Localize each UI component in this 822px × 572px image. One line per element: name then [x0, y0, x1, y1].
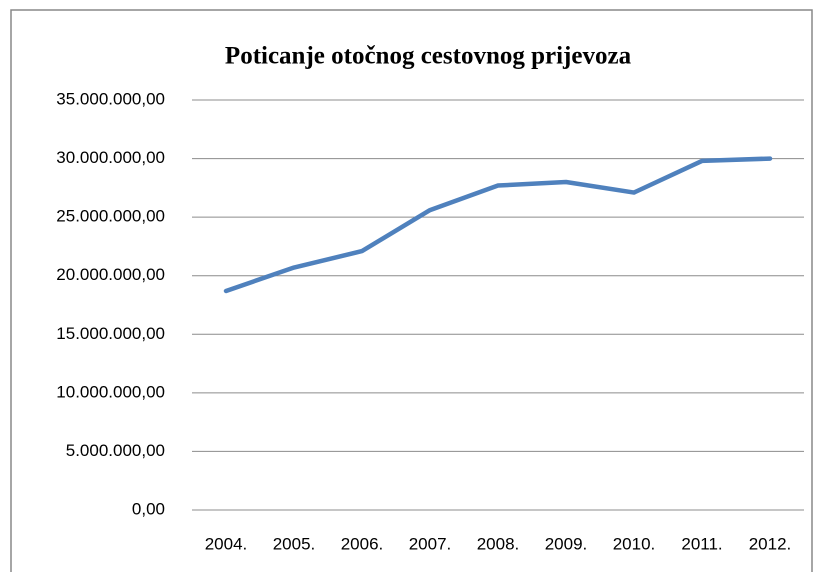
x-tick-label: 2011. [681, 534, 722, 553]
x-tick-label: 2008. [477, 534, 520, 553]
y-tick-label: 15.000.000,00 [56, 324, 165, 343]
y-tick-label: 35.000.000,00 [56, 89, 165, 108]
y-tick-label: 20.000.000,00 [56, 265, 165, 284]
x-tick-label: 2004. [205, 534, 248, 553]
x-tick-label: 2012. [749, 534, 792, 553]
x-tick-label: 2009. [545, 534, 588, 553]
x-tick-label: 2010. [613, 534, 656, 553]
x-tick-label: 2007. [409, 534, 452, 553]
y-tick-label: 30.000.000,00 [56, 148, 165, 167]
x-tick-label: 2005. [273, 534, 316, 553]
y-tick-label: 5.000.000,00 [66, 441, 165, 460]
chart-frame [10, 9, 813, 572]
x-tick-label: 2006. [341, 534, 384, 553]
y-tick-label: 25.000.000,00 [56, 207, 165, 226]
y-tick-label: 10.000.000,00 [56, 382, 165, 401]
data-line [223, 156, 773, 294]
chart-title: Poticanje otočnog cestovnog prijevoza [225, 43, 632, 70]
y-tick-label: 0,00 [132, 499, 165, 518]
